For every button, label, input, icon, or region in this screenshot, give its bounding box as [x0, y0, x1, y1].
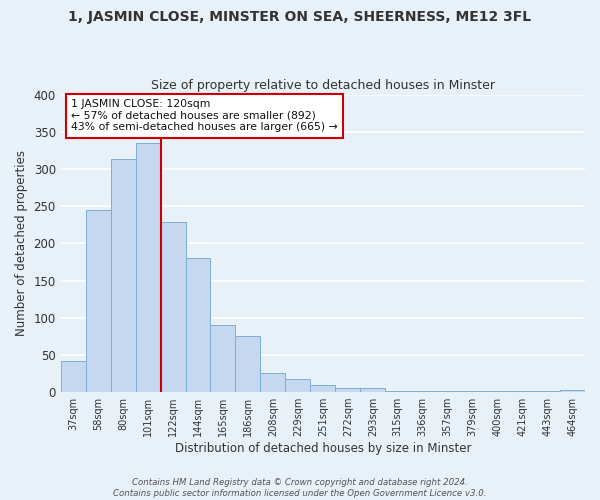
Bar: [61, 361, 86, 392]
Y-axis label: Number of detached properties: Number of detached properties: [15, 150, 28, 336]
Text: 1 JASMIN CLOSE: 120sqm
← 57% of detached houses are smaller (892)
43% of semi-de: 1 JASMIN CLOSE: 120sqm ← 57% of detached…: [71, 99, 338, 132]
Bar: [136, 143, 161, 392]
Bar: [211, 325, 235, 392]
Bar: [235, 336, 260, 392]
Bar: [335, 388, 360, 392]
Bar: [86, 210, 110, 392]
Bar: [560, 390, 585, 392]
Text: Contains HM Land Registry data © Crown copyright and database right 2024.
Contai: Contains HM Land Registry data © Crown c…: [113, 478, 487, 498]
Title: Size of property relative to detached houses in Minster: Size of property relative to detached ho…: [151, 79, 495, 92]
Bar: [260, 374, 286, 392]
Text: 1, JASMIN CLOSE, MINSTER ON SEA, SHEERNESS, ME12 3FL: 1, JASMIN CLOSE, MINSTER ON SEA, SHEERNE…: [68, 10, 532, 24]
Bar: [310, 384, 335, 392]
Bar: [185, 258, 211, 392]
Bar: [161, 222, 185, 392]
Bar: [286, 378, 310, 392]
Bar: [385, 390, 410, 392]
X-axis label: Distribution of detached houses by size in Minster: Distribution of detached houses by size …: [175, 442, 471, 455]
Bar: [360, 388, 385, 392]
Bar: [110, 160, 136, 392]
